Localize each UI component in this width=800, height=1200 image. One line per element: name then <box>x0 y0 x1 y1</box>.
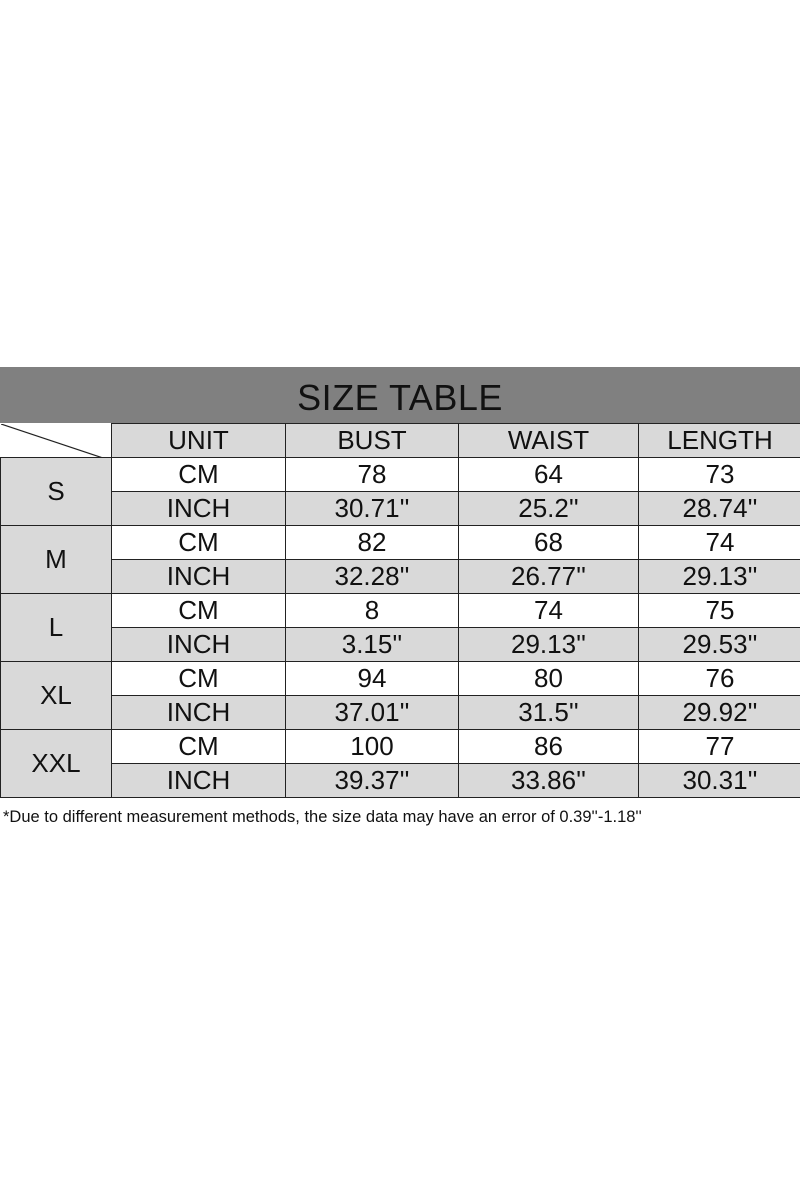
length-cell: 77 <box>638 729 800 764</box>
bust-cell: 39.37'' <box>285 763 459 798</box>
header-bust: BUST <box>285 423 459 458</box>
unit-cell: INCH <box>111 695 286 730</box>
bust-cell: 30.71'' <box>285 491 459 526</box>
bust-cell: 3.15'' <box>285 627 459 662</box>
bust-cell: 32.28'' <box>285 559 459 594</box>
table-row: L CM 8 74 75 <box>0 593 800 662</box>
table-row: INCH 3.15'' 29.13'' 29.53'' <box>1 627 800 662</box>
size-label: S <box>0 457 112 526</box>
unit-cell: CM <box>111 593 286 628</box>
length-cell: 29.92'' <box>638 695 800 730</box>
size-table: UNIT BUST WAIST LENGTH S CM 78 64 73 INCH 30.7… <box>0 423 800 798</box>
waist-cell: 26.77'' <box>458 559 639 594</box>
waist-cell: 80 <box>458 661 639 696</box>
length-cell: 73 <box>638 457 800 492</box>
unit-cell: CM <box>111 661 286 696</box>
size-label: M <box>0 525 112 594</box>
length-cell: 28.74'' <box>638 491 800 526</box>
bust-cell: 82 <box>285 525 459 560</box>
corner-cell <box>0 423 112 458</box>
waist-cell: 29.13'' <box>458 627 639 662</box>
waist-cell: 25.2'' <box>458 491 639 526</box>
table-row: XL CM 94 80 76 <box>0 661 800 730</box>
size-label: L <box>0 593 112 662</box>
length-cell: 74 <box>638 525 800 560</box>
waist-cell: 33.86'' <box>458 763 639 798</box>
measurement-note: *Due to different measurement methods, t… <box>3 808 642 826</box>
length-cell: 29.13'' <box>638 559 800 594</box>
size-label: XXL <box>0 729 112 798</box>
table-row: XXL CM 100 86 77 <box>0 729 800 798</box>
table-row: INCH 32.28'' 26.77'' 29.13'' <box>1 559 800 594</box>
table-title: SIZE TABLE <box>0 367 800 423</box>
table-row: S CM 78 64 73 <box>0 457 800 526</box>
unit-cell: CM <box>111 729 286 764</box>
bust-cell: 8 <box>285 593 459 628</box>
header-length: LENGTH <box>638 423 800 458</box>
header-row: UNIT BUST WAIST LENGTH <box>0 423 800 458</box>
bust-cell: 37.01'' <box>285 695 459 730</box>
diagonal-line <box>0 423 102 457</box>
table-row: INCH 30.71'' 25.2'' 28.74'' <box>1 491 800 526</box>
unit-cell: CM <box>111 525 286 560</box>
table-row: M CM 82 68 74 <box>0 525 800 594</box>
waist-cell: 86 <box>458 729 639 764</box>
length-cell: 29.53'' <box>638 627 800 662</box>
table-row: INCH 37.01'' 31.5'' 29.92'' <box>1 695 800 730</box>
header-unit: UNIT <box>111 423 286 458</box>
length-cell: 30.31'' <box>638 763 800 798</box>
header-waist: WAIST <box>458 423 639 458</box>
unit-cell: INCH <box>111 559 286 594</box>
unit-cell: INCH <box>111 627 286 662</box>
unit-cell: INCH <box>111 763 286 798</box>
waist-cell: 74 <box>458 593 639 628</box>
bust-cell: 78 <box>285 457 459 492</box>
unit-cell: INCH <box>111 491 286 526</box>
table-row: INCH 39.37'' 33.86'' 30.31'' <box>1 763 800 798</box>
bust-cell: 94 <box>285 661 459 696</box>
unit-cell: CM <box>111 457 286 492</box>
waist-cell: 31.5'' <box>458 695 639 730</box>
waist-cell: 64 <box>458 457 639 492</box>
length-cell: 75 <box>638 593 800 628</box>
size-label: XL <box>0 661 112 730</box>
bust-cell: 100 <box>285 729 459 764</box>
waist-cell: 68 <box>458 525 639 560</box>
length-cell: 76 <box>638 661 800 696</box>
